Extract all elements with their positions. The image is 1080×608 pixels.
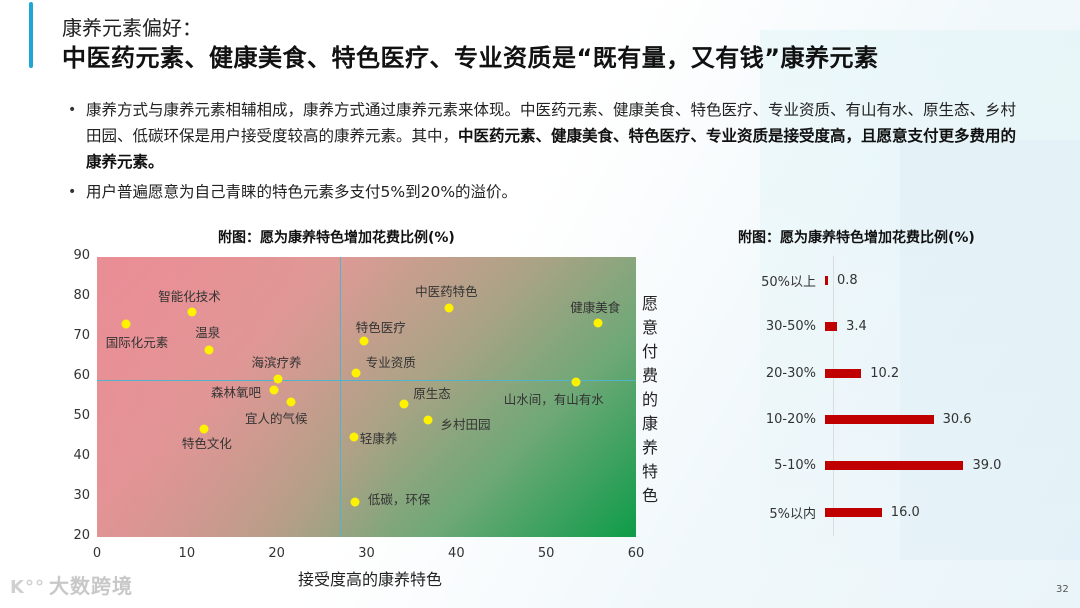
scatter-point <box>571 377 581 387</box>
scatter-plot-area: 国际化元素 智能化技术温泉海滨疗养森林氧吧宜人的气候 特色文化 中医药特色特色医疗专业… <box>97 257 636 537</box>
brand-logo: K°° 大数跨境 <box>10 570 133 599</box>
scatter-point <box>269 385 279 395</box>
y-tick-label: 30 <box>73 488 90 503</box>
scatter-point-label: 温泉 <box>195 324 221 340</box>
bar-chart-title: 附图：愿为康养特色增加花费比例(%) <box>738 230 975 246</box>
scatter-point-label: 健康美食 <box>570 300 621 315</box>
scatter-y-axis-label: 愿意付费的康养特色 <box>641 294 658 505</box>
scatter-point-label: 山水间，有山有水 <box>503 391 604 407</box>
scatter-point <box>351 368 361 378</box>
bar-row: 20-30% 10.2 <box>740 363 899 383</box>
bar <box>825 275 828 285</box>
y-tick-label: 70 <box>73 328 90 343</box>
bar-row: 50%以上 0.8 <box>740 270 858 290</box>
scatter-point <box>199 424 209 434</box>
bar-row: 30-50% 3.4 <box>740 316 867 336</box>
scatter-point-label: 国际化元素 <box>105 334 169 350</box>
title-accent-bar <box>29 2 33 68</box>
bar-row: 10-20% 30.6 <box>740 409 972 429</box>
scatter-point <box>593 318 603 328</box>
reference-line-horizontal <box>97 379 636 381</box>
scatter-point <box>286 397 296 407</box>
scatter-x-axis-label: 接受度高的康养特色 <box>298 570 443 589</box>
y-tick-label: 80 <box>73 288 90 303</box>
bar-category-label: 5-10% <box>774 457 816 473</box>
bar <box>825 460 964 470</box>
scatter-point <box>187 307 197 317</box>
y-tick-label: 50 <box>73 408 90 423</box>
bar <box>825 414 934 424</box>
bar <box>825 321 838 331</box>
scatter-point-label: 专业资质 <box>365 355 416 370</box>
page-number: 32 <box>1056 584 1069 595</box>
bar-category-label: 10-20% <box>765 411 816 427</box>
x-tick-label: 0 <box>92 546 102 561</box>
scatter-point <box>399 399 409 409</box>
bar-value-label: 16.0 <box>890 504 920 520</box>
scatter-point <box>273 374 283 384</box>
x-tick-label: 30 <box>358 546 375 561</box>
scatter-point <box>444 303 454 313</box>
scatter-point <box>423 415 433 425</box>
y-tick-label: 40 <box>73 448 90 463</box>
scatter-point <box>204 345 214 355</box>
bar-chart-axis <box>833 256 834 536</box>
bar <box>825 368 862 378</box>
bullet-item: 用户普遍愿意为自己青睐的特色元素多支付5%到20%的溢价。 <box>68 179 1018 205</box>
scatter-point-label: 海滨疗养 <box>251 355 302 370</box>
y-tick-label: 90 <box>73 248 90 263</box>
plot-gradient-overlay <box>97 257 636 537</box>
bar-row: 5%以内 16.0 <box>740 502 920 522</box>
bar <box>825 507 882 517</box>
scatter-point-label: 宜人的气候 <box>245 410 308 426</box>
x-tick-label: 60 <box>627 546 645 561</box>
bullet-text: 康养方式与康养元素相辅相成，康养方式通过康养元素来体现。中医药元素、健康美食、特… <box>86 101 1017 145</box>
reference-line-vertical <box>339 257 341 537</box>
scatter-point-label: 原生态 <box>413 385 451 401</box>
bar-value-label: 0.8 <box>837 272 858 288</box>
scatter-point <box>121 319 131 329</box>
scatter-point <box>359 336 369 346</box>
bar-category-label: 20-30% <box>765 365 816 381</box>
x-tick-label: 40 <box>448 546 465 561</box>
bullet-list: 康养方式与康养元素相辅相成，康养方式通过康养元素来体现。中医药元素、健康美食、特… <box>68 97 1018 209</box>
bar-value-label: 10.2 <box>870 365 900 381</box>
scatter-point-label: 轻康养 <box>359 431 398 446</box>
bar-category-label: 5%以内 <box>769 506 816 522</box>
bar-category-label: 30-50% <box>765 318 816 334</box>
bar-value-label: 30.6 <box>942 411 972 427</box>
x-tick-label: 50 <box>537 546 555 561</box>
scatter-point-label: 乡村田园 <box>440 416 491 432</box>
x-tick-label: 10 <box>178 546 196 561</box>
page-subtitle: 康养元素偏好： <box>62 16 202 40</box>
bar-row: 5-10% 39.0 <box>740 455 1001 475</box>
bullet-bold-text: 中医药元素、健康美食、特色医疗、专业资质是接受度高，且愿意支付更多费用的康养元素… <box>86 127 1017 171</box>
x-tick-label: 20 <box>268 546 285 561</box>
scatter-point-label: 特色文化 <box>181 436 232 451</box>
scatter-chart-title: 附图：愿为康养特色增加花费比例(%) <box>218 230 455 246</box>
scatter-point-label: 中医药特色 <box>415 283 478 299</box>
bar-category-label: 50%以上 <box>761 274 816 290</box>
scatter-point <box>349 432 359 442</box>
bullet-item: 康养方式与康养元素相辅相成，康养方式通过康养元素来体现。中医药元素、健康美食、特… <box>68 97 1018 175</box>
page-title: 中医药元素、健康美食、特色医疗、专业资质是“既有量，又有钱”康养元素 <box>62 44 879 72</box>
scatter-point-label: 森林氧吧 <box>210 384 261 400</box>
logo-icon: K°° <box>10 577 45 598</box>
scatter-point-label: 低碳，环保 <box>367 491 431 507</box>
bar-value-label: 3.4 <box>846 318 867 334</box>
background-decoration <box>900 140 1080 560</box>
bullet-text: 用户普遍愿意为自己青睐的特色元素多支付5%到20%的溢价。 <box>86 183 518 201</box>
y-tick-label: 60 <box>73 368 90 383</box>
y-tick-label: 20 <box>73 528 90 543</box>
scatter-point <box>350 497 360 507</box>
scatter-point-label: 智能化技术 <box>158 288 221 304</box>
scatter-point-label: 特色医疗 <box>355 320 406 335</box>
bar-value-label: 39.0 <box>972 457 1002 473</box>
logo-text: 大数跨境 <box>48 574 133 598</box>
